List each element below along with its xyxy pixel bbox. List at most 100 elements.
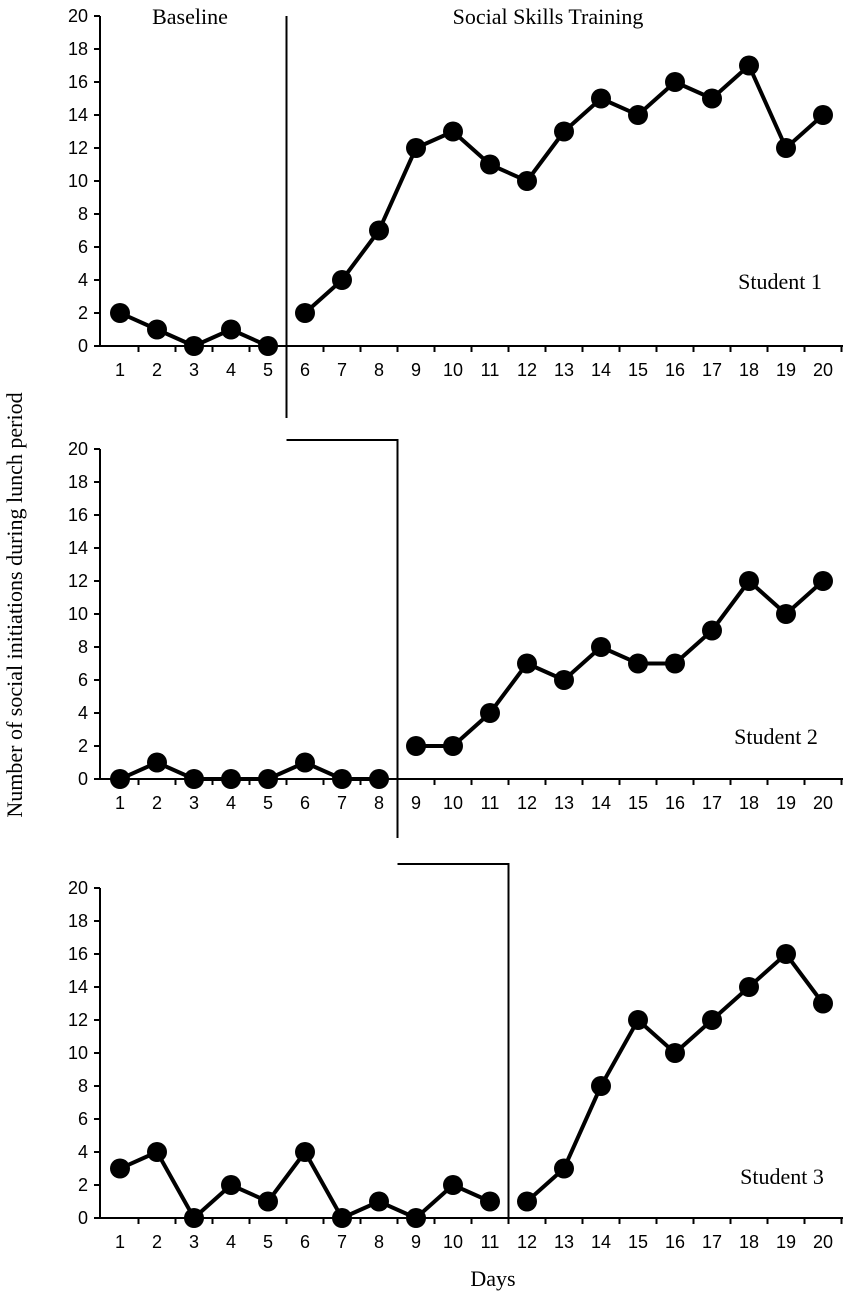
- x-tick-label: 18: [739, 793, 759, 813]
- x-tick-label: 18: [739, 1232, 759, 1252]
- data-point: [591, 1076, 611, 1096]
- x-tick-label: 9: [411, 1232, 421, 1252]
- data-point: [110, 303, 130, 323]
- y-tick-label: 0: [78, 336, 88, 356]
- x-tick-label: 4: [226, 360, 236, 380]
- data-point: [554, 670, 574, 690]
- y-tick-label: 0: [78, 1208, 88, 1228]
- data-point: [443, 121, 463, 142]
- x-tick-label: 11: [481, 1232, 500, 1252]
- y-tick-label: 6: [78, 670, 88, 690]
- x-tick-label: 17: [702, 360, 722, 380]
- data-point: [110, 1158, 130, 1179]
- data-point: [813, 105, 833, 125]
- data-point: [332, 270, 352, 290]
- y-tick-label: 18: [68, 39, 88, 59]
- data-point: [554, 1158, 574, 1179]
- data-point: [628, 1010, 648, 1030]
- data-point: [591, 88, 611, 109]
- data-point: [147, 752, 167, 773]
- x-tick-label: 5: [263, 793, 273, 813]
- x-tick-label: 20: [813, 360, 833, 380]
- data-point: [221, 1175, 241, 1195]
- panel-label: Student 1: [738, 269, 822, 294]
- x-tick-label: 14: [591, 1232, 611, 1252]
- data-point: [554, 121, 574, 142]
- y-tick-label: 4: [78, 1142, 88, 1162]
- data-point: [258, 1191, 278, 1212]
- data-point: [147, 319, 167, 340]
- y-tick-label: 0: [78, 769, 88, 789]
- x-tick-label: 7: [337, 793, 347, 813]
- x-tick-label: 5: [263, 360, 273, 380]
- data-point: [221, 319, 241, 340]
- x-tick-label: 8: [374, 1232, 384, 1252]
- y-axis-title: Number of social initiations during lunc…: [2, 392, 27, 817]
- y-tick-label: 2: [78, 1175, 88, 1195]
- x-tick-label: 3: [189, 1232, 199, 1252]
- data-point: [221, 769, 241, 789]
- data-point: [517, 1191, 537, 1212]
- y-tick-label: 16: [68, 944, 88, 964]
- x-tick-label: 19: [776, 360, 796, 380]
- data-point: [480, 703, 500, 723]
- x-tick-label: 2: [152, 360, 162, 380]
- data-point: [184, 769, 204, 789]
- data-point: [295, 303, 315, 323]
- x-tick-label: 15: [628, 793, 648, 813]
- x-tick-label: 12: [517, 793, 537, 813]
- x-tick-label: 2: [152, 1232, 162, 1252]
- y-tick-label: 4: [78, 270, 88, 290]
- data-point: [332, 769, 352, 789]
- data-point: [702, 88, 722, 109]
- data-point: [147, 1142, 167, 1162]
- data-point: [665, 653, 685, 674]
- data-point: [406, 1208, 426, 1228]
- x-tick-label: 6: [300, 1232, 310, 1252]
- y-tick-label: 16: [68, 72, 88, 92]
- data-point: [739, 571, 759, 591]
- x-tick-label: 4: [226, 1232, 236, 1252]
- x-tick-label: 13: [554, 793, 574, 813]
- x-tick-label: 19: [776, 793, 796, 813]
- data-point: [813, 993, 833, 1014]
- y-tick-label: 12: [68, 1010, 88, 1030]
- phase-change-line: [285, 16, 510, 1222]
- x-tick-label: 14: [591, 360, 611, 380]
- x-tick-label: 17: [702, 793, 722, 813]
- y-tick-label: 18: [68, 472, 88, 492]
- x-tick-label: 20: [813, 1232, 833, 1252]
- y-tick-label: 8: [78, 637, 88, 657]
- data-point: [739, 55, 759, 76]
- x-tick-label: 14: [591, 793, 611, 813]
- x-tick-label: 9: [411, 360, 421, 380]
- x-axis-title: Days: [470, 1266, 515, 1291]
- y-tick-label: 20: [68, 878, 88, 898]
- y-tick-label: 20: [68, 439, 88, 459]
- data-point: [258, 336, 278, 356]
- y-tick-label: 20: [68, 6, 88, 26]
- data-point: [702, 1010, 722, 1030]
- x-tick-label: 5: [263, 1232, 273, 1252]
- y-tick-label: 14: [68, 105, 88, 125]
- y-tick-label: 2: [78, 736, 88, 756]
- y-tick-label: 6: [78, 237, 88, 257]
- series-line-training: [416, 579, 825, 748]
- x-tick-label: 10: [443, 793, 463, 813]
- data-point: [776, 604, 796, 624]
- data-point: [480, 154, 500, 175]
- data-point: [665, 72, 685, 92]
- y-tick-label: 10: [68, 604, 88, 624]
- data-point: [295, 752, 315, 773]
- data-point: [369, 769, 389, 789]
- phase-label-training: Social Skills Training: [453, 4, 644, 29]
- x-tick-label: 19: [776, 1232, 796, 1252]
- x-tick-label: 6: [300, 360, 310, 380]
- data-point: [813, 571, 833, 591]
- x-tick-label: 18: [739, 360, 759, 380]
- data-point: [665, 1043, 685, 1063]
